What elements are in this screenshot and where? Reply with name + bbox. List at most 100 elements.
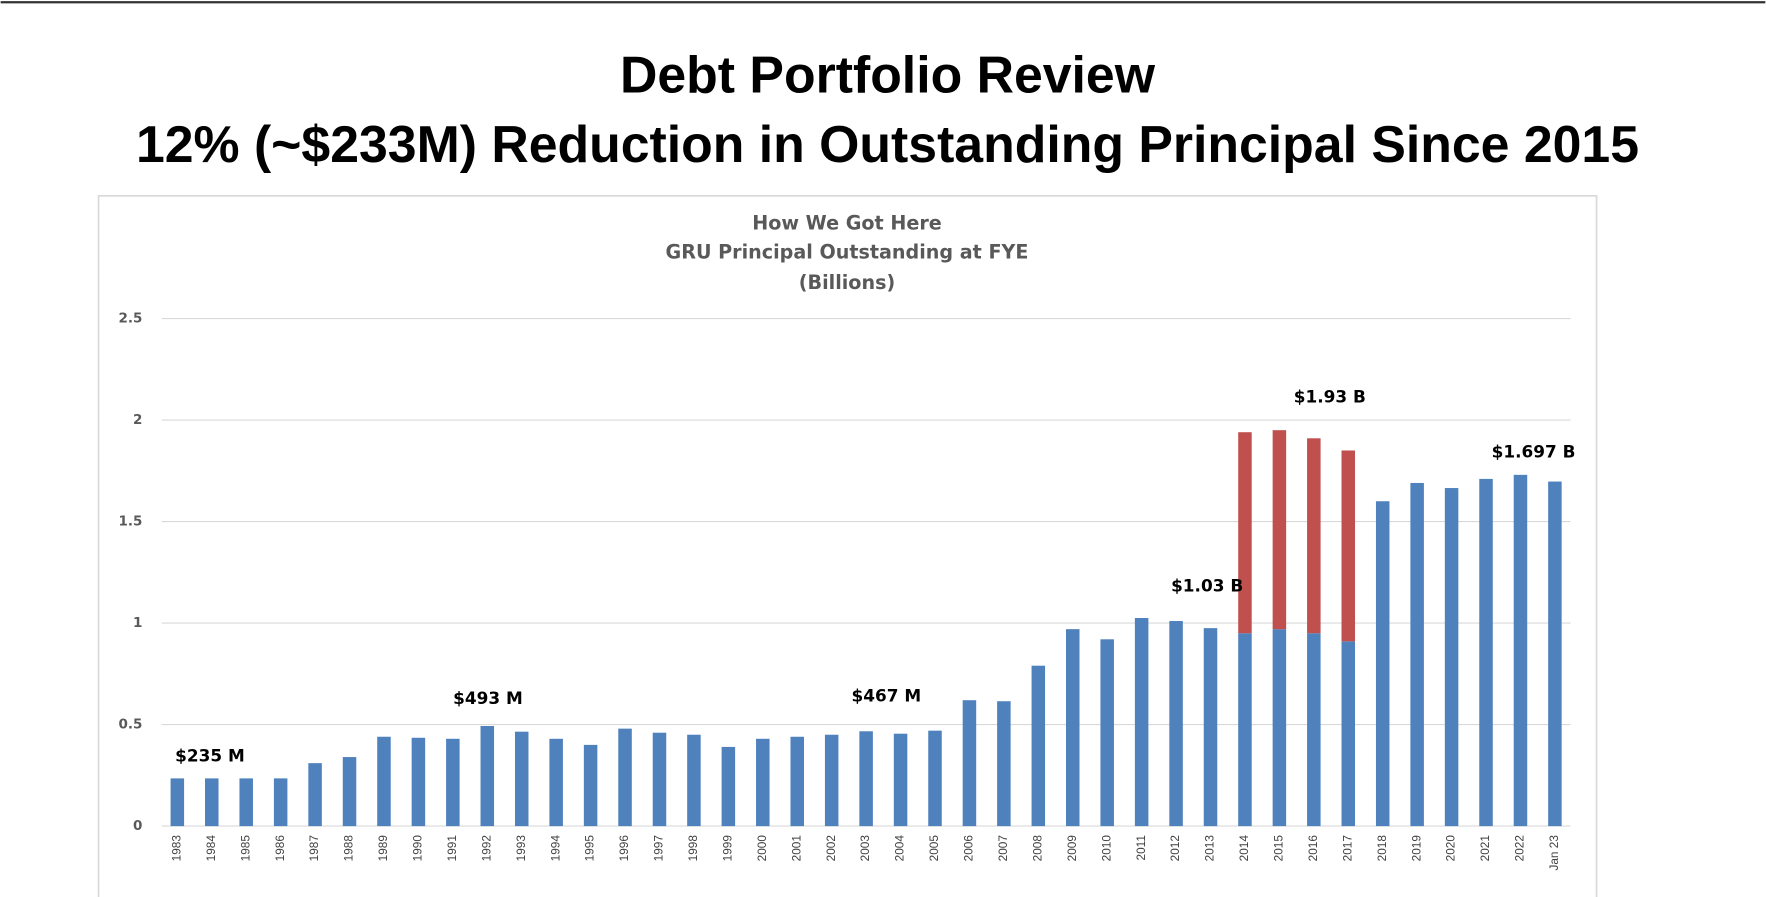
bar bbox=[1410, 482, 1424, 827]
bar bbox=[377, 736, 391, 827]
bar bbox=[790, 736, 804, 827]
y-tick-label: 0 bbox=[133, 818, 142, 834]
x-tick-label: 2014 bbox=[1237, 835, 1251, 862]
x-tick-label: 2005 bbox=[927, 835, 941, 862]
bar bbox=[687, 734, 701, 827]
slide-title: Debt Portfolio Review bbox=[620, 45, 1156, 103]
x-tick-label: 2008 bbox=[1030, 835, 1044, 862]
x-tick-label: 1984 bbox=[204, 835, 218, 862]
bar bbox=[411, 737, 426, 827]
bar bbox=[549, 738, 563, 827]
bar bbox=[859, 731, 873, 827]
bar bbox=[962, 700, 977, 827]
x-tick-label: 1987 bbox=[307, 835, 321, 861]
annotation: $235 M bbox=[175, 745, 245, 765]
bar bbox=[1066, 629, 1080, 827]
x-tick-label: 2004 bbox=[893, 835, 907, 862]
annotation: $493 M bbox=[453, 688, 523, 708]
x-tick-label: 1994 bbox=[548, 835, 562, 862]
x-tick-label: 1985 bbox=[238, 835, 252, 862]
x-tick-label: 1983 bbox=[169, 835, 183, 862]
x-tick-label: 2010 bbox=[1099, 835, 1113, 862]
y-tick-label: 2.5 bbox=[119, 311, 143, 327]
chart-title: How We Got Here bbox=[752, 211, 942, 234]
bar bbox=[480, 725, 495, 827]
x-tick-label: 2017 bbox=[1340, 835, 1354, 861]
bar bbox=[170, 778, 185, 827]
bar bbox=[1272, 629, 1287, 827]
bar bbox=[1238, 432, 1252, 634]
y-tick-label: 1.5 bbox=[119, 514, 143, 530]
x-tick-label: 2016 bbox=[1306, 835, 1320, 862]
x-tick-label: 2021 bbox=[1478, 835, 1492, 861]
bar bbox=[1307, 633, 1321, 827]
bar bbox=[1272, 430, 1287, 630]
bar bbox=[652, 732, 667, 827]
bar bbox=[205, 778, 219, 827]
chart-title: (Billions) bbox=[799, 271, 895, 294]
bar bbox=[273, 778, 288, 827]
x-tick-label: 2009 bbox=[1065, 835, 1079, 861]
x-tick-label: 2022 bbox=[1513, 835, 1527, 861]
x-tick-label: 1996 bbox=[617, 835, 631, 862]
x-tick-label: 1993 bbox=[514, 835, 528, 862]
x-tick-label: 2011 bbox=[1134, 835, 1148, 860]
x-tick-label: 1986 bbox=[273, 835, 287, 862]
bar bbox=[618, 728, 632, 827]
bar bbox=[1238, 633, 1252, 827]
bar bbox=[824, 734, 839, 827]
bar bbox=[1479, 478, 1493, 827]
bar bbox=[583, 744, 598, 827]
annotation: $1.93 B bbox=[1294, 386, 1366, 406]
x-tick-label: 2015 bbox=[1272, 835, 1286, 862]
x-tick-label: Jan 23 bbox=[1547, 835, 1561, 871]
x-tick-label: 2019 bbox=[1409, 835, 1423, 861]
bar bbox=[1307, 438, 1321, 634]
bar bbox=[1341, 641, 1356, 827]
bar bbox=[997, 701, 1011, 827]
x-tick-label: 2013 bbox=[1203, 835, 1217, 862]
slide-subtitle: 12% (~$233M) Reduction in Outstanding Pr… bbox=[136, 115, 1639, 173]
x-tick-label: 2020 bbox=[1444, 835, 1458, 862]
x-tick-label: 2006 bbox=[962, 835, 976, 862]
x-tick-label: 1991 bbox=[445, 835, 459, 861]
x-tick-label: 2002 bbox=[824, 835, 838, 861]
x-tick-label: 1998 bbox=[686, 835, 700, 862]
bar bbox=[514, 731, 529, 827]
bar bbox=[756, 738, 770, 827]
bar bbox=[1100, 639, 1114, 827]
x-tick-label: 1999 bbox=[720, 835, 734, 861]
bar bbox=[1513, 474, 1528, 827]
x-tick-label: 1995 bbox=[583, 835, 597, 862]
x-tick-label: 1997 bbox=[652, 835, 666, 861]
bar bbox=[1169, 621, 1183, 827]
x-tick-label: 2003 bbox=[858, 835, 872, 862]
x-tick-label: 2000 bbox=[755, 835, 769, 862]
annotation: $467 M bbox=[852, 686, 922, 706]
y-tick-label: 0.5 bbox=[119, 717, 143, 733]
x-tick-label: 2007 bbox=[996, 835, 1010, 861]
bar bbox=[446, 738, 460, 827]
bar bbox=[1031, 665, 1046, 827]
bar bbox=[1444, 488, 1459, 827]
x-tick-label: 2018 bbox=[1375, 835, 1389, 862]
bar bbox=[1134, 617, 1149, 827]
bar bbox=[928, 730, 942, 827]
x-tick-label: 1990 bbox=[411, 835, 425, 862]
x-tick-label: 2012 bbox=[1168, 835, 1182, 861]
bar bbox=[239, 778, 253, 827]
bar bbox=[1341, 450, 1356, 642]
x-tick-label: 1992 bbox=[479, 835, 493, 861]
bar bbox=[1203, 628, 1218, 827]
x-tick-label: 1988 bbox=[342, 835, 356, 862]
chart-frame bbox=[97, 194, 1598, 897]
annotation: $1.697 B bbox=[1492, 441, 1576, 461]
bar bbox=[308, 763, 322, 827]
annotation: $1.03 B bbox=[1171, 575, 1243, 595]
y-tick-label: 1 bbox=[133, 615, 142, 631]
y-tick-label: 2 bbox=[133, 412, 142, 428]
x-tick-label: 1989 bbox=[376, 835, 390, 861]
x-tick-label: 2001 bbox=[789, 835, 803, 861]
bar bbox=[342, 757, 357, 827]
